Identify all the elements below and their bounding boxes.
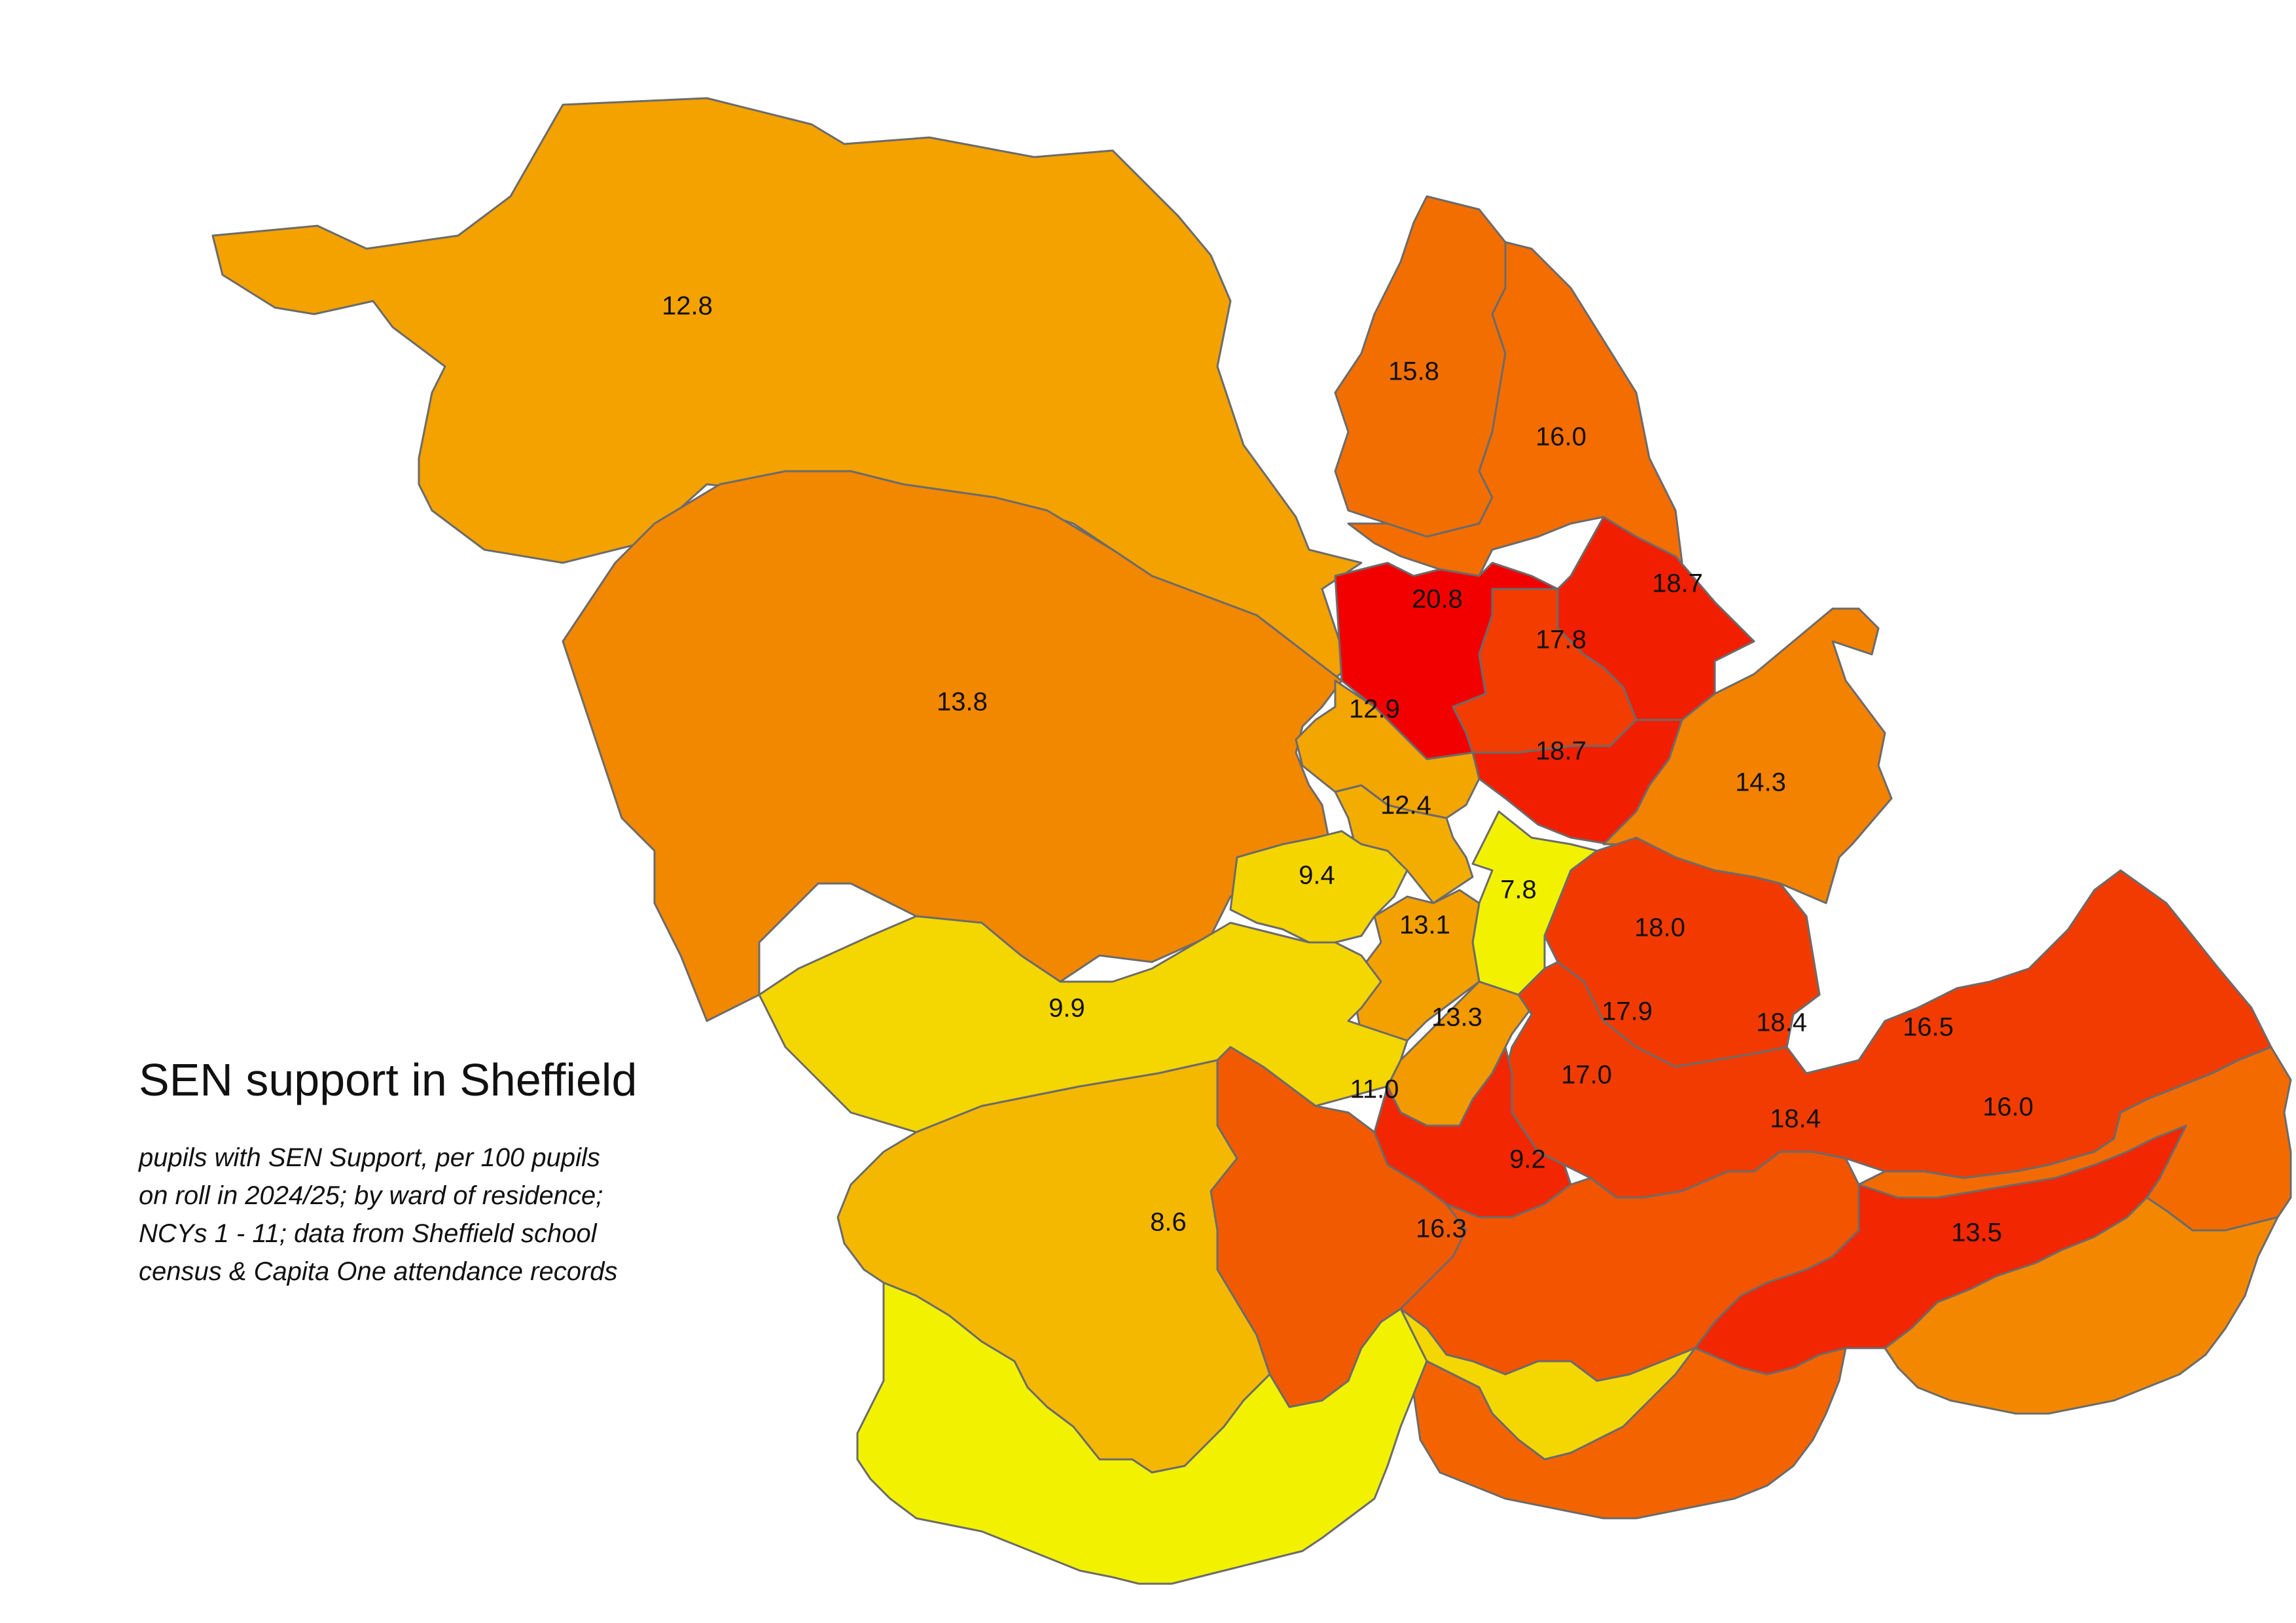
ward-label-15: 9.9	[1049, 994, 1085, 1023]
ward-13	[1229, 830, 1408, 944]
ward-label-20: 16.5	[1903, 1013, 1954, 1042]
subtitle-line-1: pupils with SEN Support, per 100 pupils	[139, 1143, 600, 1172]
ward-label-17: 18.0	[1634, 914, 1685, 942]
ward-24	[1857, 1046, 2292, 1232]
ward-label-25: 9.2	[1509, 1145, 1546, 1174]
map-title: SEN support in Sheffield	[139, 1054, 637, 1105]
ward-label-7: 17.8	[1535, 626, 1587, 654]
ward-label-16: 13.3	[1431, 1003, 1482, 1032]
ward-label-26: 8.6	[1150, 1208, 1187, 1237]
ward-label-5: 20.8	[1412, 585, 1463, 614]
ward-label-23: 18.4	[1770, 1105, 1821, 1133]
ward-label-22: 11.0	[1350, 1075, 1399, 1104]
ward-label-6: 18.7	[1652, 569, 1703, 598]
ward-label-8: 18.7	[1535, 737, 1587, 766]
ward-10	[1602, 607, 1893, 904]
ward-label-13: 9.4	[1299, 861, 1335, 890]
ward-label-4: 16.0	[1535, 423, 1587, 452]
subtitle-line-4: census & Capita One attendance records	[139, 1257, 618, 1286]
ward-label-19: 18.4	[1756, 1008, 1807, 1037]
ward-label-21: 17.0	[1561, 1061, 1612, 1090]
ward-label-28: 13.5	[1951, 1219, 2002, 1247]
ward-label-18: 17.9	[1602, 997, 1653, 1026]
ward-label-12: 7.8	[1500, 876, 1537, 904]
ward-label-3: 15.8	[1388, 357, 1439, 386]
subtitle-line-2: on roll in 2024/25; by ward of residence…	[139, 1181, 603, 1210]
ward-label-27: 16.3	[1416, 1215, 1467, 1243]
ward-label-9: 12.9	[1349, 695, 1400, 724]
ward-label-24: 16.0	[1982, 1093, 2034, 1122]
ward-27	[1412, 1347, 1847, 1520]
ward-28	[1884, 1196, 2279, 1415]
subtitle-line-3: NCYs 1 - 11; data from Sheffield school	[139, 1219, 597, 1248]
ward-label-10: 14.3	[1735, 768, 1786, 797]
ward-label-14: 13.1	[1399, 911, 1450, 940]
ward-label-11: 12.4	[1380, 791, 1431, 820]
ward-label-2: 13.8	[937, 688, 988, 717]
map-subtitle: pupils with SEN Support, per 100 pupils …	[139, 1139, 728, 1291]
ward-label-1: 12.8	[662, 292, 713, 321]
ward-26	[856, 1281, 1428, 1585]
